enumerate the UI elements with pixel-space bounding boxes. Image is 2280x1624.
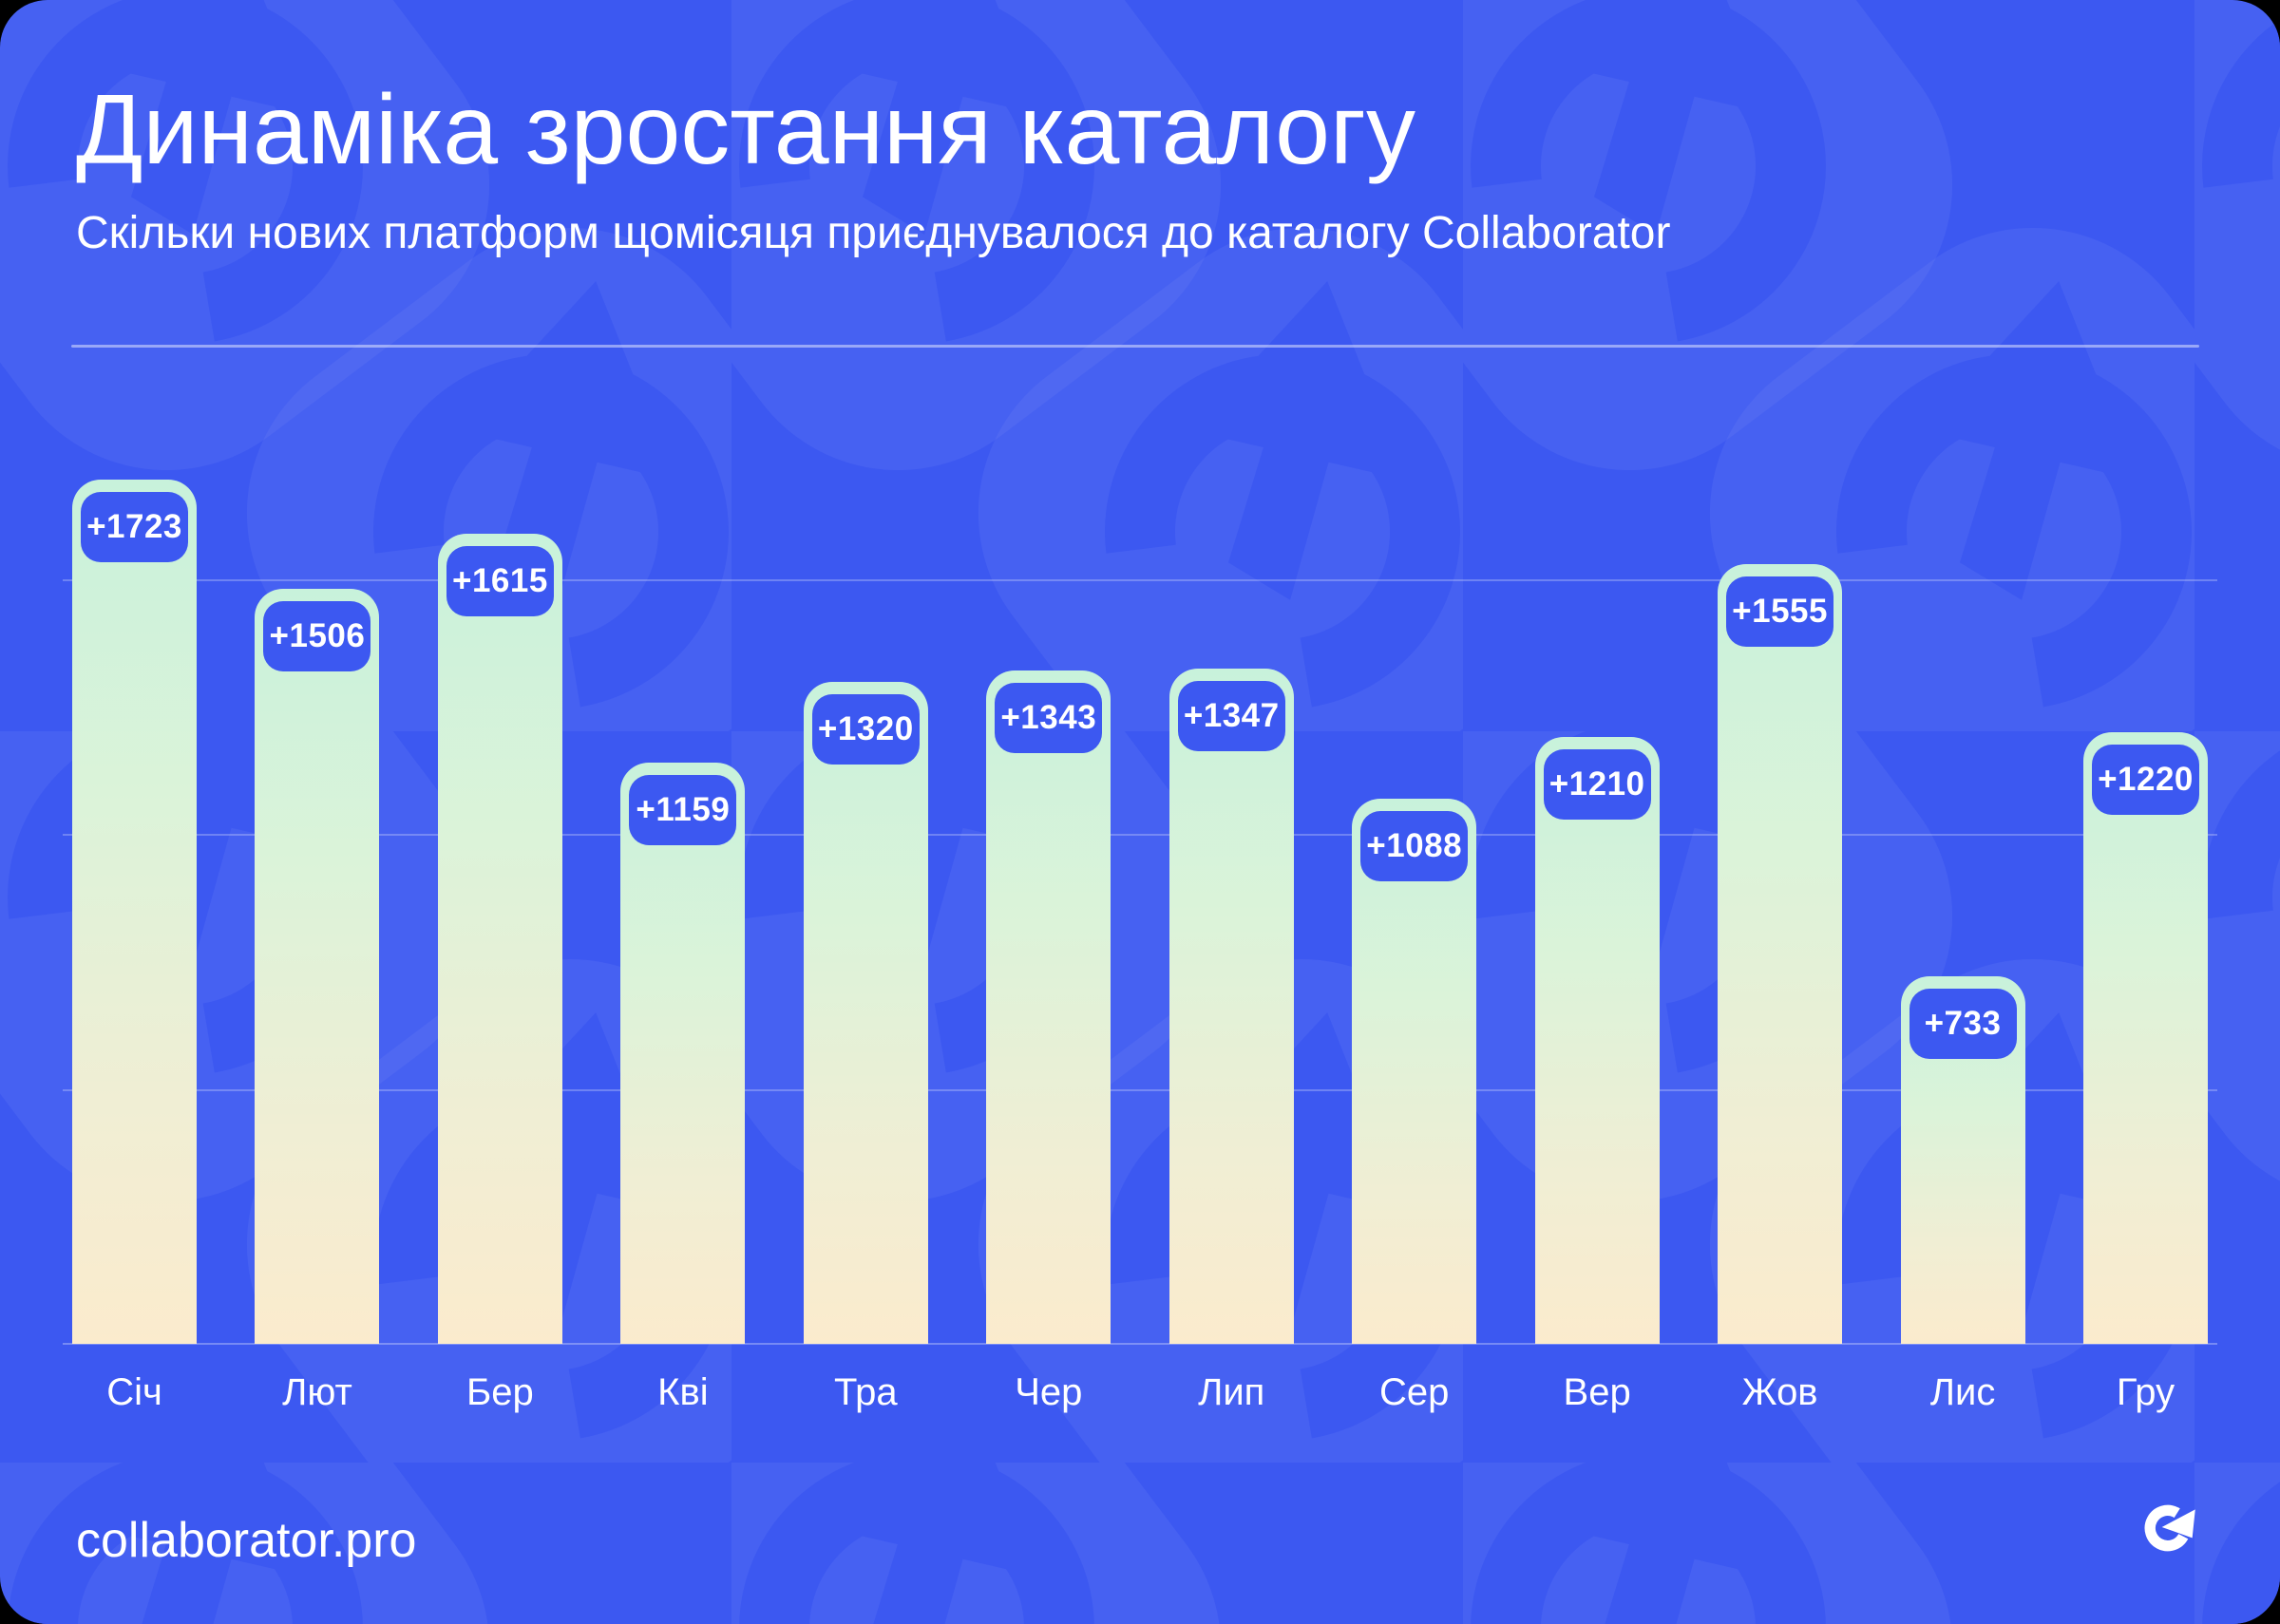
- gridline-bottom: [63, 1089, 2217, 1091]
- x-axis-labels: Січ Лют Бер Кві Тра Чер Лип Сер Вер Жов Лис Гру: [72, 1371, 2208, 1414]
- bar-Чер: +1343: [986, 670, 1112, 1344]
- month-label-Лис: Лис: [1929, 1371, 1996, 1413]
- bar-Вер: +1210: [1534, 737, 1660, 1344]
- month-label-Жов: Жов: [1741, 1371, 1818, 1413]
- bar-Бер: +1615: [437, 534, 562, 1344]
- gridline-top: [63, 579, 2217, 581]
- chart-baseline: [63, 1343, 2217, 1345]
- month-label-Бер: Бер: [466, 1371, 534, 1413]
- bar-value-badge: +733: [1909, 989, 2017, 1059]
- site-url: collaborator.pro: [76, 1513, 417, 1568]
- month-label-Тра: Тра: [833, 1371, 898, 1413]
- bar-value-badge: +1555: [1726, 576, 1834, 647]
- bar-value-badge: +1615: [446, 546, 554, 616]
- bar-value-badge: +1347: [1177, 681, 1285, 751]
- month-label-Вер: Вер: [1563, 1371, 1631, 1413]
- bar-Лип: +1347: [1168, 669, 1294, 1344]
- month-label-Сер: Сер: [1378, 1371, 1450, 1413]
- bar-chart: +1723 +1506 +1615 +1159 +1320 +1343 +1347 +1088…: [72, 480, 2208, 1344]
- bar-value-badge: +1506: [263, 601, 371, 671]
- bar-Січ: +1723: [72, 480, 197, 1344]
- header-divider: [71, 345, 2199, 348]
- bar-Гру: +1220: [2082, 732, 2208, 1344]
- bar-Сер: +1088: [1352, 799, 1477, 1344]
- bar-Жов: +1555: [1718, 564, 1843, 1344]
- bar-value-badge: +1320: [811, 694, 920, 765]
- month-label-Лип: Лип: [1198, 1371, 1265, 1413]
- month-label-Гру: Гру: [2116, 1371, 2176, 1413]
- month-label-Січ: Січ: [106, 1371, 162, 1413]
- collaborator-logo-icon: [2144, 1504, 2195, 1552]
- bar-value-badge: +1088: [1360, 811, 1469, 881]
- bar-value-badge: +1723: [81, 492, 188, 562]
- bar-Тра: +1320: [803, 682, 928, 1344]
- month-label-Чер: Чер: [1015, 1371, 1083, 1413]
- bar-value-badge: +1159: [629, 775, 737, 845]
- month-label-Кві: Кві: [657, 1371, 709, 1413]
- bar-Кві: +1159: [620, 763, 746, 1344]
- page-title: Динаміка зростання каталогу: [76, 75, 1416, 185]
- bar-value-badge: +1220: [2091, 745, 2199, 815]
- bar-value-badge: +1343: [995, 683, 1103, 753]
- page-subtitle: Скільки нових платформ щомісяця приєднув…: [76, 208, 1671, 258]
- gridline-middle: [63, 834, 2217, 836]
- month-label-Лют: Лют: [282, 1371, 352, 1413]
- bar-Лют: +1506: [255, 589, 380, 1344]
- bar-value-badge: +1210: [1543, 749, 1651, 820]
- bar-Лис: +733: [1900, 976, 2025, 1344]
